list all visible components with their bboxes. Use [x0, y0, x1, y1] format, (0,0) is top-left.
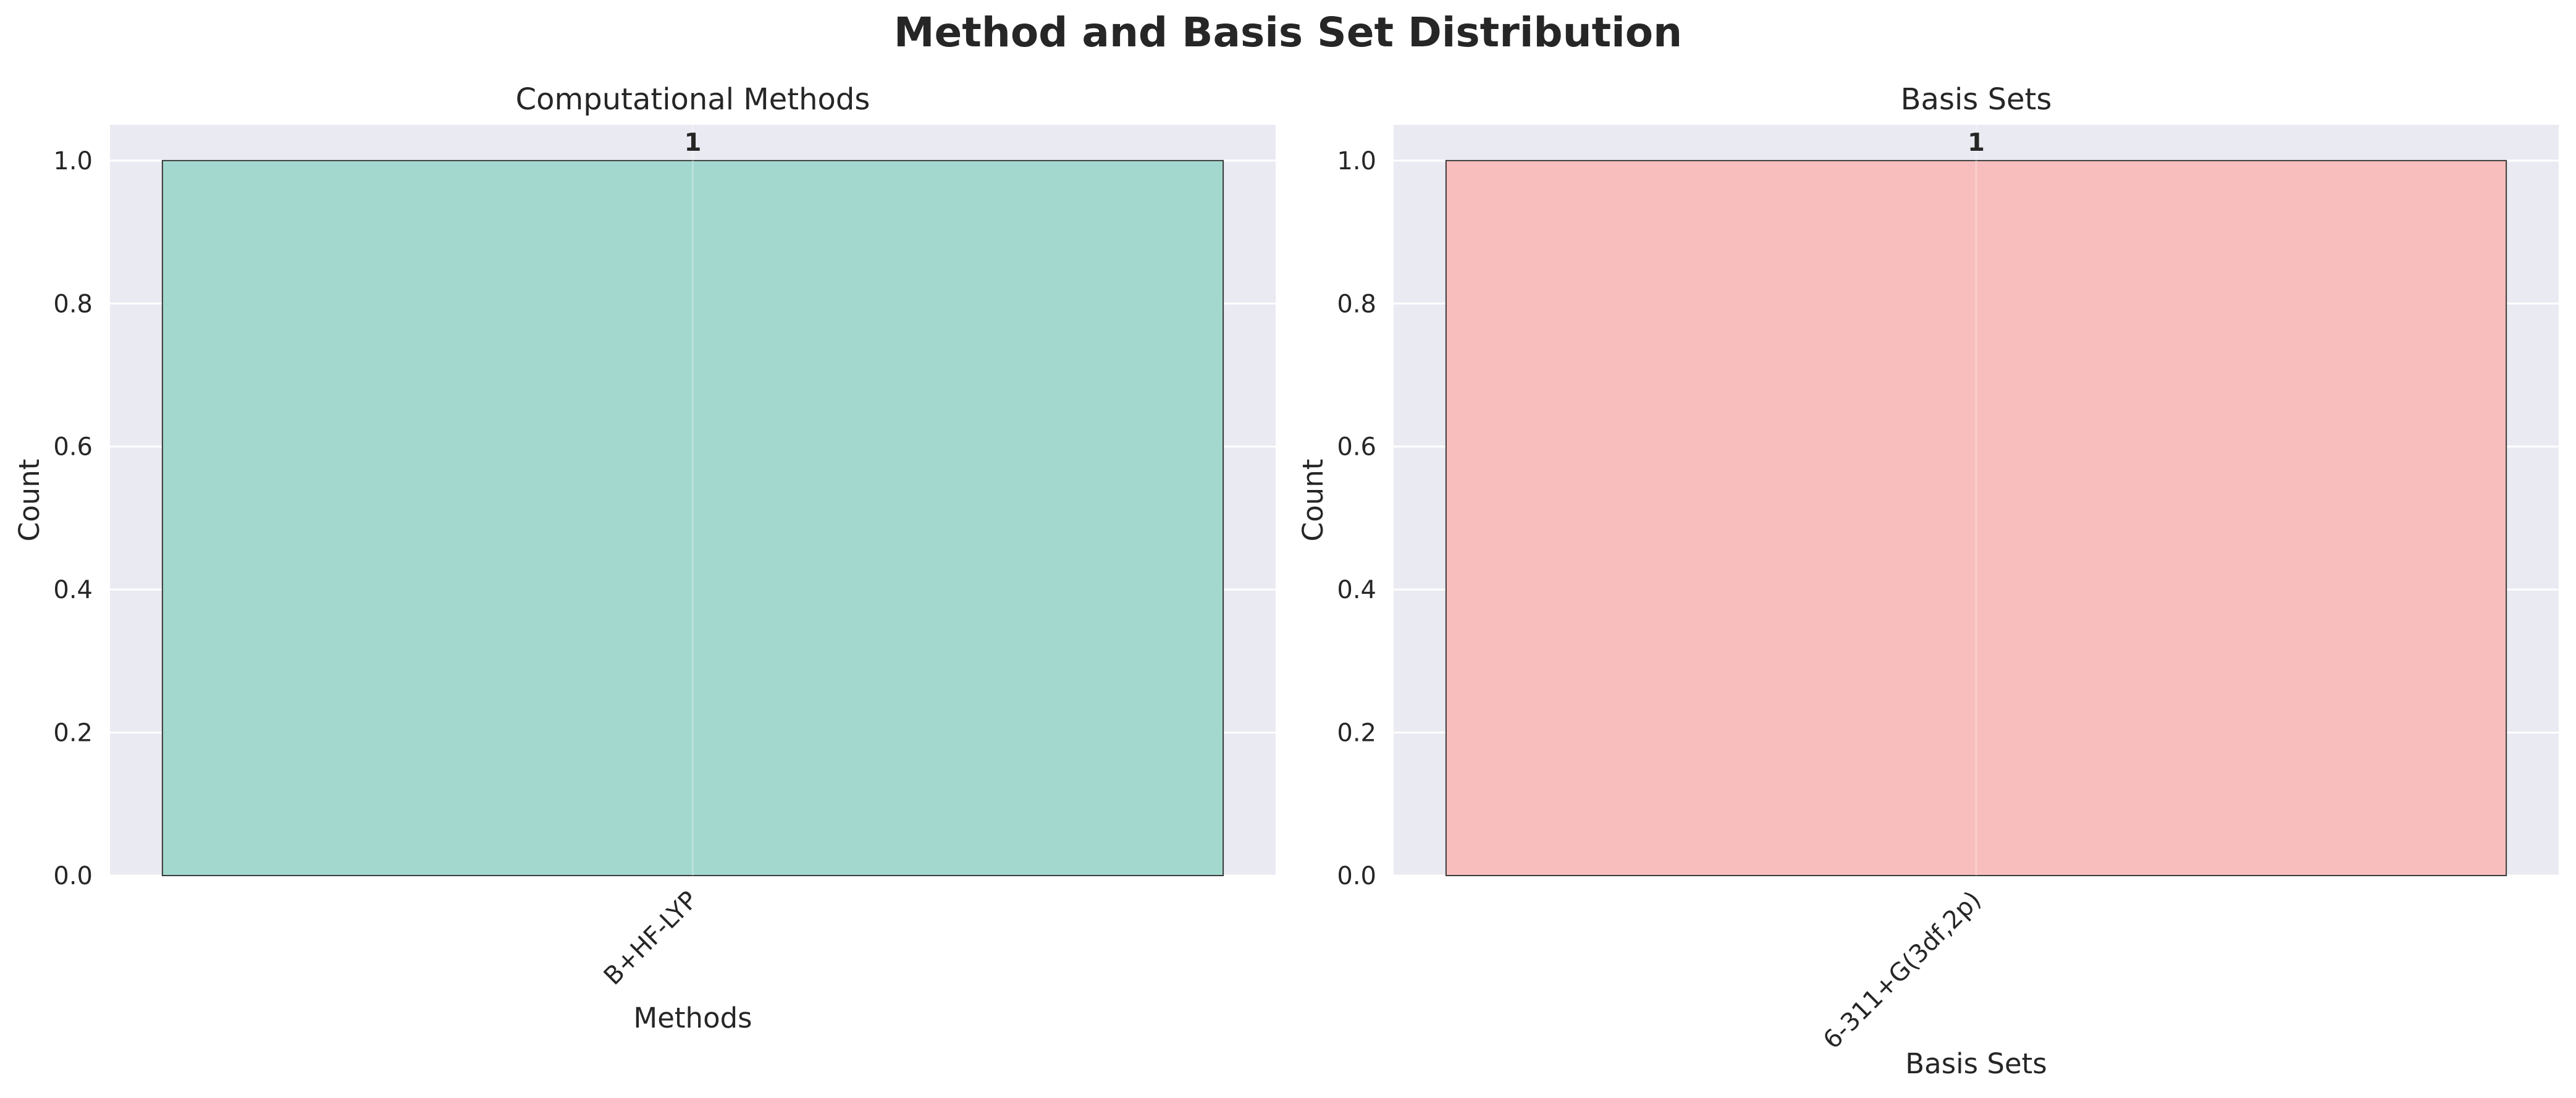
chart-title: Computational Methods [516, 82, 870, 117]
x-tick-label: B+HF-LYP [599, 886, 704, 991]
x-tick-label: 6-311+G(3df,2p) [1818, 886, 1987, 1055]
y-tick-label: 0.0 [1337, 862, 1376, 890]
y-tick-label: 0.4 [53, 576, 93, 604]
figure-title: Method and Basis Set Distribution [893, 9, 1683, 56]
y-tick-label: 0.0 [53, 862, 93, 890]
x-axis-label: Methods [633, 1002, 752, 1034]
y-tick-label: 0.4 [1337, 576, 1376, 604]
chart-title: Basis Sets [1901, 82, 2052, 117]
y-tick-label: 1.0 [1337, 147, 1376, 175]
y-tick-label: 0.6 [1337, 433, 1376, 462]
y-tick-label: 0.8 [53, 290, 93, 318]
data-label: 1 [1968, 129, 1985, 157]
y-tick-label: 0.8 [1337, 290, 1376, 318]
y-tick-label: 0.6 [53, 433, 93, 462]
x-axis-label: Basis Sets [1905, 1047, 2047, 1080]
y-tick-label: 0.2 [53, 719, 93, 748]
y-tick-label: 1.0 [53, 147, 93, 175]
y-axis-label: Count [13, 459, 46, 542]
bar [161, 159, 1224, 876]
y-axis-label: Count [1297, 459, 1329, 542]
bar [1445, 159, 2507, 876]
chart-panel-2: 1 6-311+G(3df,2p) 0.0 0.2 0.4 0.6 0.8 1.0 Basis … [1297, 82, 2559, 1080]
data-label: 1 [684, 129, 702, 157]
chart-panel-1: 1 B+HF-LYP 0.0 0.2 0.4 0.6 0.8 1.0 Computational… [13, 82, 1276, 1034]
y-tick-label: 0.2 [1337, 719, 1376, 748]
